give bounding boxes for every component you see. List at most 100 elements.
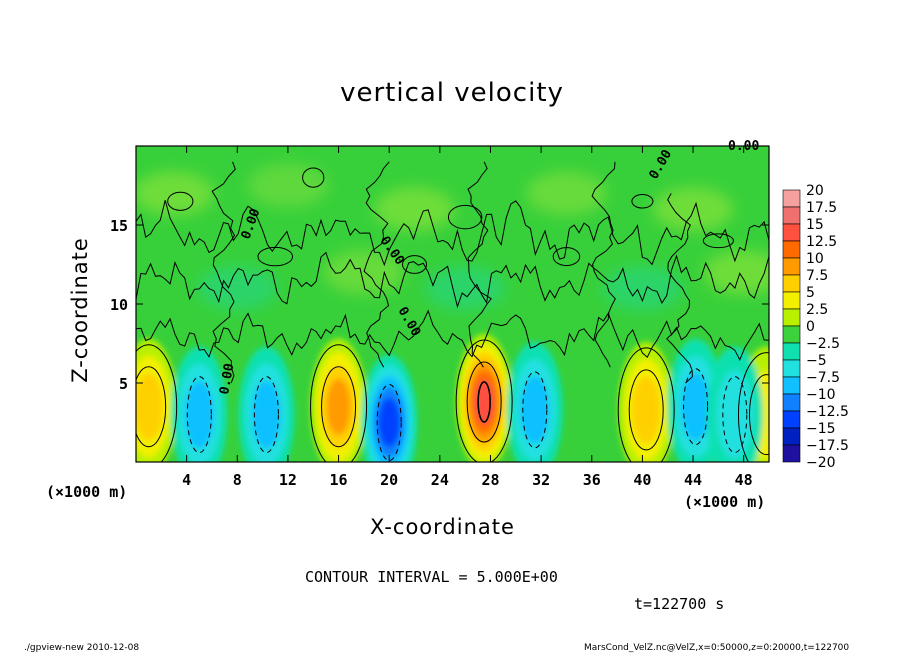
y-axis-label: Z-coordinate [68,237,92,383]
zero-contour [666,193,693,384]
x-tick-label: 40 [633,471,651,489]
closed-contour [167,191,194,211]
x-axis: 4 8 12 16 20 24 28 32 36 40 44 48 [182,146,753,489]
colorbar-label: 15 [806,217,824,233]
zero-contour [617,347,675,462]
closed-contour [447,204,483,230]
zero-contour [136,344,178,462]
downdraft-cell [520,376,550,444]
colorbar-swatch [782,342,801,361]
x-tick-label: 8 [233,471,242,489]
contour-lines [136,161,769,462]
x-unit-right: (×1000 m) [684,493,766,511]
colorbar: 2017.51512.5107.552.50−2.5−5−7.5−10−12.5… [782,183,849,471]
colorbar-swatch [782,206,801,225]
colorbar-label: −15 [806,421,836,437]
colorbar-swatch [782,359,801,378]
negative-contour [376,384,402,461]
texture-spot [703,250,769,295]
colorbar-swatch [782,223,801,242]
colorbar-label: −12.5 [806,404,849,420]
colorbar-label: −2.5 [806,336,840,352]
colorbar-label: 17.5 [806,200,837,216]
negative-contour [253,376,279,454]
zero-contour [136,251,769,309]
positive-contour [321,366,357,448]
colorbar-label: 5 [806,285,815,301]
colorbar-swatch [782,376,801,395]
downdraft-cell [716,370,754,459]
zero-contour [136,200,769,267]
y-axis: 5 10 15 [110,217,769,393]
texture-spot [602,266,683,311]
zero-contour [363,161,390,368]
colorbar-label: −10 [806,387,836,403]
zero-contour [737,352,769,462]
texture-spot [374,187,455,232]
x-tick-label: 20 [380,471,398,489]
positive-contour [477,381,491,423]
x-tick-label: 44 [684,471,702,489]
zero-contour [591,161,616,368]
colorbar-swatch [782,410,801,429]
colorbar-label: −7.5 [806,370,840,386]
x-tick-label: 16 [330,471,348,489]
x-tick-label: 24 [431,471,449,489]
colorbar-swatch [782,325,801,344]
x-tick-label: 4 [182,471,191,489]
colorbar-swatch [782,444,801,463]
downdraft-cell [185,380,214,449]
zero-contour [310,344,368,462]
positive-contour [748,374,769,456]
closed-contour [552,247,581,267]
x-axis-label: X-coordinate [370,515,515,539]
x-unit-left: (×1000 m) [46,483,128,501]
closed-contour [257,246,294,267]
x-tick-label: 28 [481,471,499,489]
texture-spot [526,171,607,216]
colorbar-swatch [782,257,801,276]
negative-contour [722,376,748,454]
y-tick-label: 5 [119,375,128,393]
x-tick-label: 12 [279,471,297,489]
updraft-cell [326,378,351,435]
time-stamp: t=122700 s [634,595,725,613]
colorbar-label: −20 [806,455,836,471]
texture-spot [247,163,328,208]
colorbar-swatch [782,189,801,208]
closed-contour [702,233,734,249]
zero-contour [455,339,513,462]
colorbar-label: 12.5 [806,234,837,250]
negative-contour [683,368,709,446]
positive-contour [466,361,502,443]
downdraft-cell [681,372,710,441]
colorbar-label: −5 [806,353,827,369]
downdraft-cell [378,398,400,447]
x-tick-label: 48 [735,471,753,489]
colorbar-label: 7.5 [806,268,828,284]
zero-contour [211,161,236,384]
texture-spot [653,187,734,232]
x-tick-label: 36 [583,471,601,489]
contour-label: 0.00 [217,362,237,396]
velocity-field [136,146,769,462]
closed-contour [302,167,325,188]
footer-right: MarsCond_VelZ.nc@VelZ,x=0:50000,z=0:2000… [584,643,850,653]
colorbar-swatch [782,308,801,327]
x-tick-label: 32 [532,471,550,489]
negative-contour [522,371,548,449]
updraft-cell [136,372,163,441]
colorbar-swatch [782,274,801,293]
texture-spot [323,250,404,295]
texture-spot [425,266,506,311]
colorbar-swatch [782,393,801,412]
contour-interval: CONTOUR INTERVAL = 5.000E+00 [305,568,558,586]
y-tick-label: 10 [110,296,128,314]
positive-contour [136,366,167,448]
y-tick-label: 15 [110,217,128,235]
positive-contour [628,369,664,451]
colorbar-label: 2.5 [806,302,828,318]
zero-contour [467,161,492,368]
